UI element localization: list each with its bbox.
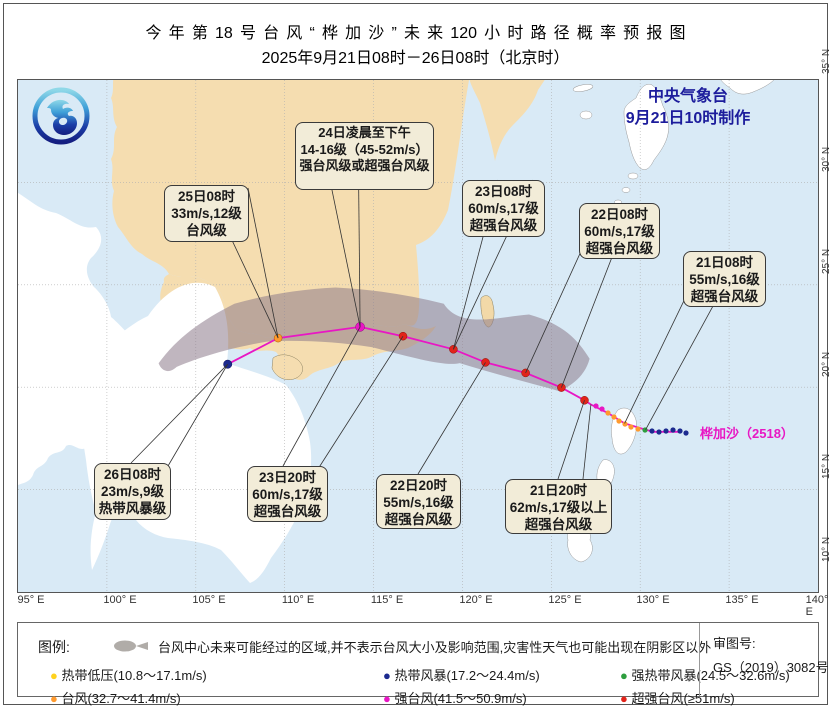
svg-text:桦加沙（2518）: 桦加沙（2518） bbox=[700, 426, 794, 441]
